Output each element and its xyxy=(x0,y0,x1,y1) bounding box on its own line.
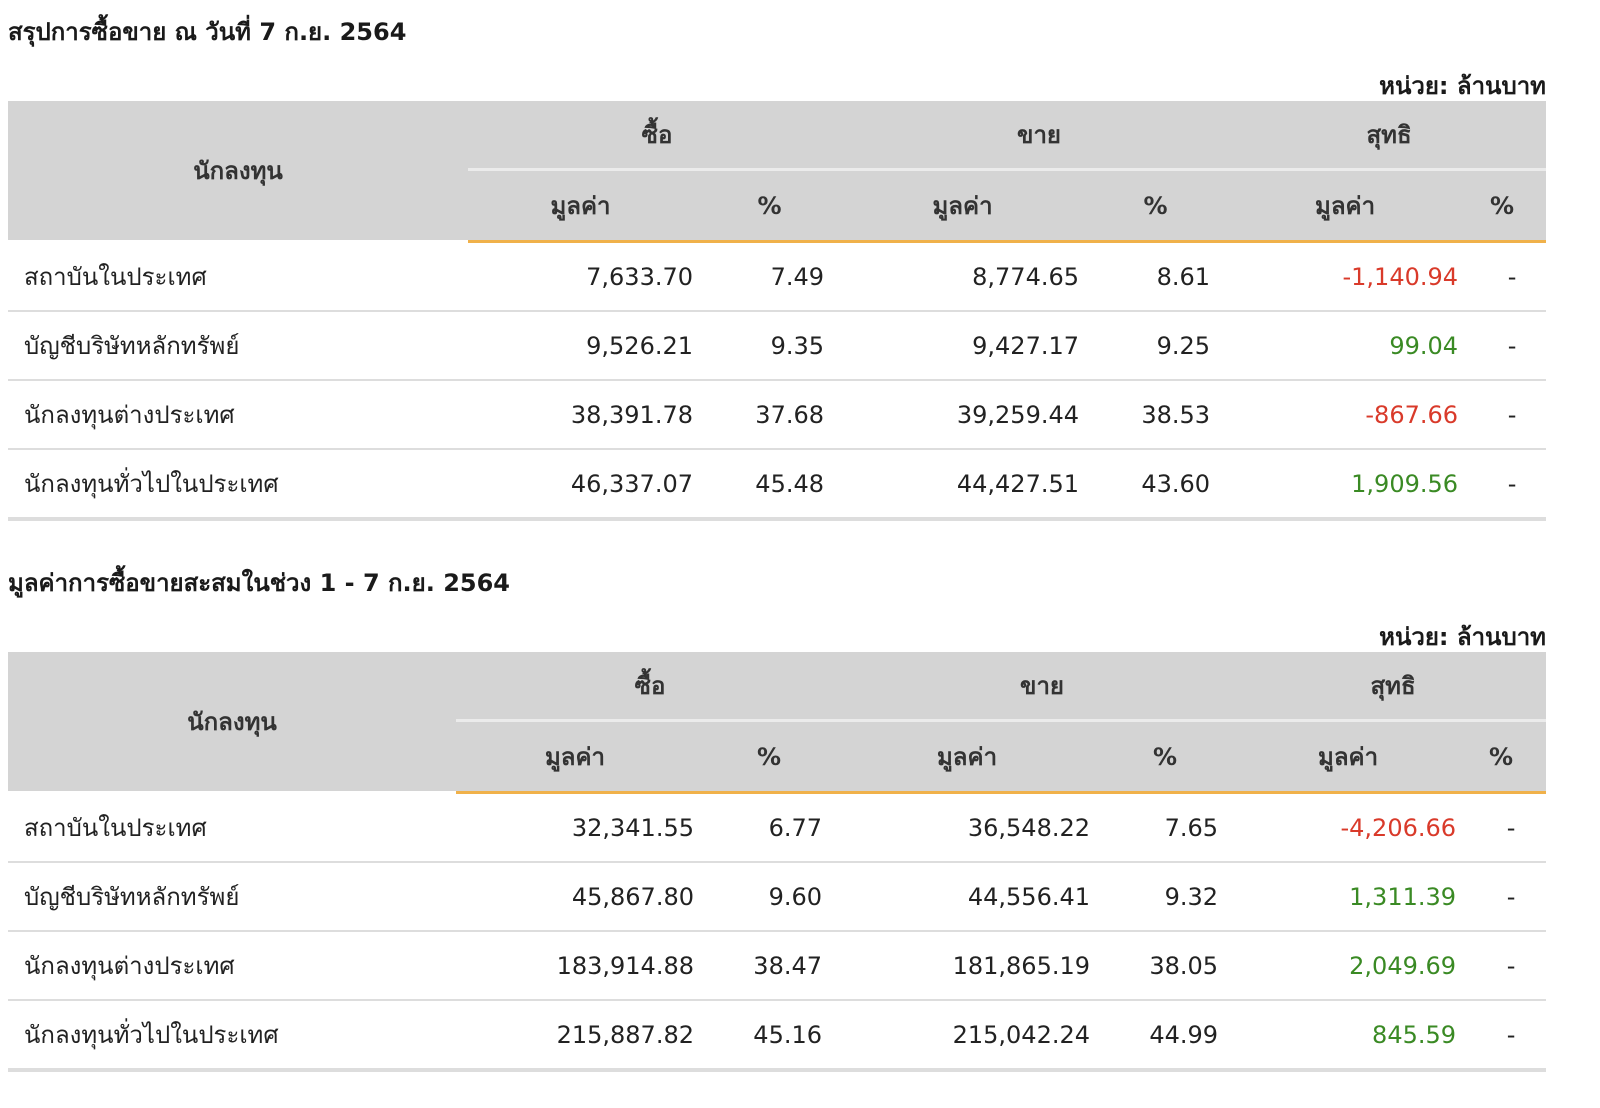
cumulative-trading-table: นักลงทุน ซื้อ ขาย สุทธิ มูลค่า % มูลค่า … xyxy=(8,652,1547,1072)
investor-name: นักลงทุนต่างประเทศ xyxy=(8,380,468,450)
investor-name: สถาบันในประเทศ xyxy=(8,792,456,863)
sell-percent: 43.60 xyxy=(1079,449,1233,521)
buy-value: 46,337.07 xyxy=(468,449,693,521)
net-value: -4,206.66 xyxy=(1240,792,1457,863)
header-net-value: มูลค่า xyxy=(1240,720,1457,794)
buy-percent: 37.68 xyxy=(693,380,847,450)
sell-value: 36,548.22 xyxy=(844,792,1091,863)
daily-trading-table: นักลงทุน ซื้อ ขาย สุทธิ มูลค่า % มูลค่า … xyxy=(8,101,1547,521)
investor-name: นักลงทุนทั่วไปในประเทศ xyxy=(8,449,468,521)
header-investor: นักลงทุน xyxy=(8,101,468,243)
sell-percent: 38.05 xyxy=(1090,931,1241,1001)
header-buy-value: มูลค่า xyxy=(468,169,693,243)
buy-percent: 45.48 xyxy=(693,449,847,521)
buy-percent: 7.49 xyxy=(693,241,847,312)
net-value: -1,140.94 xyxy=(1232,241,1459,312)
table-row: นักลงทุนต่างประเทศ 183,914.88 38.47 181,… xyxy=(8,931,1547,1001)
header-sell-percent: % xyxy=(1079,169,1233,243)
sell-value: 44,556.41 xyxy=(844,862,1091,932)
sell-percent: 8.61 xyxy=(1079,241,1233,312)
table-row: สถาบันในประเทศ 32,341.55 6.77 36,548.22 … xyxy=(8,792,1547,863)
header-buy: ซื้อ xyxy=(456,652,845,722)
buy-value: 7,633.70 xyxy=(468,241,693,312)
buy-value: 215,887.82 xyxy=(456,1000,694,1072)
sell-percent: 38.53 xyxy=(1079,380,1233,450)
buy-value: 9,526.21 xyxy=(468,311,693,381)
sell-percent: 9.25 xyxy=(1079,311,1233,381)
sell-percent: 7.65 xyxy=(1090,792,1241,863)
section-title: มูลค่าการซื้อขายสะสมในช่วง 1 - 7 ก.ย. 25… xyxy=(8,569,510,597)
header-net-percent: % xyxy=(1456,720,1547,794)
table-row: บัญชีบริษัทหลักทรัพย์ 9,526.21 9.35 9,42… xyxy=(8,311,1547,381)
investor-name: บัญชีบริษัทหลักทรัพย์ xyxy=(8,862,456,932)
table-row: บัญชีบริษัทหลักทรัพย์ 45,867.80 9.60 44,… xyxy=(8,862,1547,932)
header-sell-value: มูลค่า xyxy=(846,169,1080,243)
investor-name: สถาบันในประเทศ xyxy=(8,241,468,312)
buy-percent: 45.16 xyxy=(694,1000,845,1072)
sell-percent: 9.32 xyxy=(1090,862,1241,932)
sell-value: 44,427.51 xyxy=(846,449,1080,521)
net-value: 2,049.69 xyxy=(1240,931,1457,1001)
sell-value: 215,042.24 xyxy=(844,1000,1091,1072)
sell-value: 9,427.17 xyxy=(846,311,1080,381)
net-percent: - xyxy=(1458,449,1547,521)
net-percent: - xyxy=(1456,1000,1547,1072)
header-net-percent: % xyxy=(1458,169,1547,243)
table-row: นักลงทุนทั่วไปในประเทศ 215,887.82 45.16 … xyxy=(8,1000,1547,1072)
net-value: 1,909.56 xyxy=(1232,449,1459,521)
header-buy-percent: % xyxy=(693,169,847,243)
buy-percent: 9.35 xyxy=(693,311,847,381)
header-sell: ขาย xyxy=(844,652,1241,722)
net-percent: - xyxy=(1456,931,1547,1001)
sell-value: 39,259.44 xyxy=(846,380,1080,450)
investor-name: นักลงทุนต่างประเทศ xyxy=(8,931,456,1001)
section-title: สรุปการซื้อขาย ณ วันที่ 7 ก.ย. 2564 xyxy=(8,18,407,46)
header-buy-value: มูลค่า xyxy=(456,720,694,794)
unit-label: หน่วย: ล้านบาท xyxy=(1379,72,1546,100)
buy-percent: 6.77 xyxy=(694,792,845,863)
sell-value: 8,774.65 xyxy=(846,241,1080,312)
header-investor: นักลงทุน xyxy=(8,652,456,794)
table-row: นักลงทุนทั่วไปในประเทศ 46,337.07 45.48 4… xyxy=(8,449,1547,521)
buy-value: 45,867.80 xyxy=(456,862,694,932)
sell-percent: 44.99 xyxy=(1090,1000,1241,1072)
net-value: 1,311.39 xyxy=(1240,862,1457,932)
table-row: นักลงทุนต่างประเทศ 38,391.78 37.68 39,25… xyxy=(8,380,1547,450)
buy-percent: 38.47 xyxy=(694,931,845,1001)
header-sell-percent: % xyxy=(1090,720,1241,794)
buy-value: 38,391.78 xyxy=(468,380,693,450)
investor-name: บัญชีบริษัทหลักทรัพย์ xyxy=(8,311,468,381)
net-percent: - xyxy=(1458,380,1547,450)
net-percent: - xyxy=(1456,862,1547,932)
header-sell-value: มูลค่า xyxy=(844,720,1091,794)
net-value: 845.59 xyxy=(1240,1000,1457,1072)
buy-value: 32,341.55 xyxy=(456,792,694,863)
header-buy-percent: % xyxy=(694,720,845,794)
investor-name: นักลงทุนทั่วไปในประเทศ xyxy=(8,1000,456,1072)
net-percent: - xyxy=(1458,241,1547,312)
net-percent: - xyxy=(1458,311,1547,381)
net-value: 99.04 xyxy=(1232,311,1459,381)
header-sell: ขาย xyxy=(846,101,1233,171)
unit-label: หน่วย: ล้านบาท xyxy=(1379,623,1546,651)
header-net: สุทธิ xyxy=(1240,652,1547,722)
net-percent: - xyxy=(1456,792,1547,863)
header-net-value: มูลค่า xyxy=(1232,169,1459,243)
header-buy: ซื้อ xyxy=(468,101,847,171)
buy-value: 183,914.88 xyxy=(456,931,694,1001)
header-net: สุทธิ xyxy=(1232,101,1547,171)
net-value: -867.66 xyxy=(1232,380,1459,450)
buy-percent: 9.60 xyxy=(694,862,845,932)
table-row: สถาบันในประเทศ 7,633.70 7.49 8,774.65 8.… xyxy=(8,241,1547,312)
sell-value: 181,865.19 xyxy=(844,931,1091,1001)
